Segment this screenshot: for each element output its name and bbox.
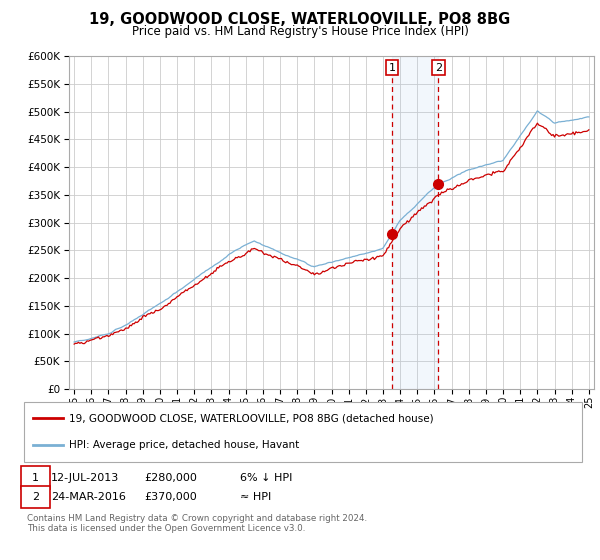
Text: 12-JUL-2013: 12-JUL-2013 bbox=[51, 473, 119, 483]
Text: 2: 2 bbox=[435, 63, 442, 73]
Text: 1: 1 bbox=[32, 473, 39, 483]
Text: 6% ↓ HPI: 6% ↓ HPI bbox=[240, 473, 292, 483]
Text: 1: 1 bbox=[389, 63, 395, 73]
Text: £370,000: £370,000 bbox=[144, 492, 197, 502]
Bar bbox=[392, 56, 439, 389]
Text: 2: 2 bbox=[32, 492, 39, 502]
Text: 24-MAR-2016: 24-MAR-2016 bbox=[51, 492, 126, 502]
Text: Price paid vs. HM Land Registry's House Price Index (HPI): Price paid vs. HM Land Registry's House … bbox=[131, 25, 469, 38]
Text: £280,000: £280,000 bbox=[144, 473, 197, 483]
Text: ≈ HPI: ≈ HPI bbox=[240, 492, 271, 502]
Text: HPI: Average price, detached house, Havant: HPI: Average price, detached house, Hava… bbox=[69, 440, 299, 450]
Text: Contains HM Land Registry data © Crown copyright and database right 2024.
This d: Contains HM Land Registry data © Crown c… bbox=[27, 514, 367, 534]
Text: 19, GOODWOOD CLOSE, WATERLOOVILLE, PO8 8BG (detached house): 19, GOODWOOD CLOSE, WATERLOOVILLE, PO8 8… bbox=[69, 413, 434, 423]
Text: 19, GOODWOOD CLOSE, WATERLOOVILLE, PO8 8BG: 19, GOODWOOD CLOSE, WATERLOOVILLE, PO8 8… bbox=[89, 12, 511, 27]
